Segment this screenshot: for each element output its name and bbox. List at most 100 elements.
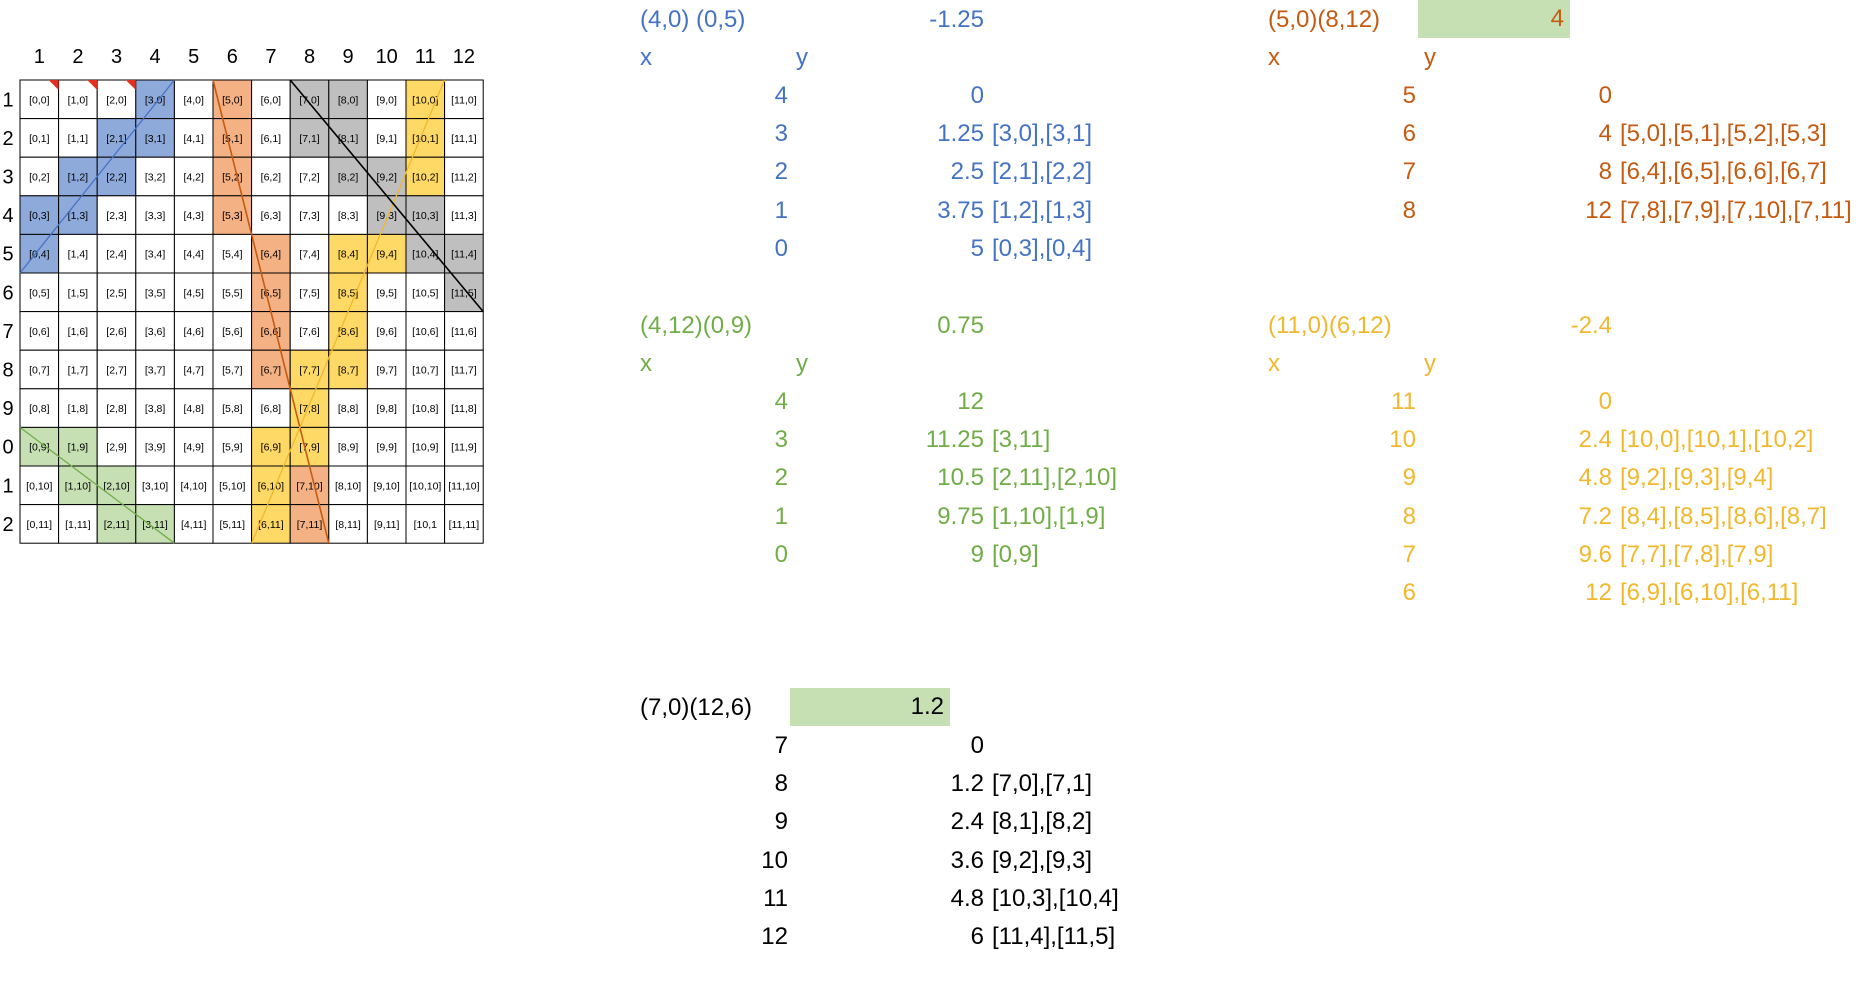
grid-cell[interactable]	[212, 311, 253, 351]
grid-cell[interactable]	[135, 349, 175, 390]
grid-cell[interactable]	[444, 388, 484, 428]
grid-cell[interactable]	[251, 118, 291, 158]
grid-cell[interactable]	[444, 311, 484, 351]
grid-cell[interactable]	[19, 349, 60, 390]
grid-cell[interactable]	[366, 118, 407, 158]
grid-cell[interactable]	[328, 233, 368, 274]
grid-cell[interactable]	[135, 233, 175, 274]
grid-cell[interactable]	[444, 233, 484, 274]
grid-cell[interactable]	[444, 272, 484, 313]
grid-cell[interactable]	[19, 465, 60, 506]
grid-cell[interactable]	[328, 504, 368, 544]
grid-cell[interactable]	[251, 504, 291, 544]
grid-cell[interactable]	[96, 233, 137, 274]
grid-cell[interactable]	[405, 504, 446, 544]
grid-cell[interactable]	[289, 118, 330, 158]
grid-cell[interactable]	[251, 79, 291, 120]
grid-cell[interactable]	[212, 349, 253, 390]
grid-cell[interactable]	[19, 233, 60, 274]
grid-cell[interactable]	[251, 311, 291, 351]
grid-cell[interactable]	[289, 504, 330, 544]
grid-cell[interactable]	[135, 118, 175, 158]
grid-cell[interactable]	[58, 272, 98, 313]
grid-cell[interactable]	[212, 233, 253, 274]
grid-cell[interactable]	[444, 349, 484, 390]
grid-cell[interactable]	[212, 118, 253, 158]
grid-cell[interactable]	[135, 156, 175, 197]
grid-cell[interactable]	[96, 349, 137, 390]
grid-cell-label: [7,0]	[299, 94, 320, 106]
grid-cell[interactable]	[19, 156, 60, 197]
grid-cell[interactable]	[58, 504, 98, 544]
grid-cell[interactable]	[173, 388, 214, 428]
grid-cell[interactable]	[212, 195, 253, 235]
grid-cell[interactable]	[173, 426, 214, 467]
grid-cell[interactable]	[212, 156, 253, 197]
comment-marker-icon[interactable]	[87, 80, 98, 90]
grid-cell[interactable]	[405, 79, 446, 120]
grid-cell[interactable]	[96, 272, 137, 313]
grid-cell[interactable]	[444, 504, 484, 544]
grid-cell[interactable]	[251, 349, 291, 390]
grid-cell[interactable]	[173, 195, 214, 235]
grid-cell[interactable]	[405, 388, 446, 428]
grid-cell[interactable]	[19, 388, 60, 428]
grid-cell[interactable]	[289, 311, 330, 351]
grid-cell[interactable]	[212, 504, 253, 544]
grid-cell[interactable]	[58, 156, 98, 197]
orange-y-label: y	[1424, 44, 1436, 71]
grid-cell[interactable]	[444, 195, 484, 235]
grid-cell[interactable]	[444, 465, 484, 506]
grid-cell[interactable]	[366, 233, 407, 274]
grid-cell[interactable]	[173, 233, 214, 274]
grid-cell[interactable]	[58, 465, 98, 506]
grid-cell[interactable]	[135, 465, 175, 506]
grid-cell[interactable]	[444, 79, 484, 120]
grid-cell[interactable]	[328, 118, 368, 158]
grid-cell[interactable]	[366, 465, 407, 506]
grid-cell[interactable]	[19, 504, 60, 544]
grid-cell[interactable]	[19, 79, 60, 120]
grid-cell[interactable]	[405, 195, 446, 235]
grid-cell[interactable]	[405, 233, 446, 274]
grid-cell[interactable]	[328, 195, 368, 235]
grid-cell[interactable]	[58, 388, 98, 428]
grid-cell[interactable]	[405, 311, 446, 351]
green-y-value: 9.75	[937, 502, 984, 530]
grid-cell[interactable]	[19, 272, 60, 313]
grid-cell[interactable]	[405, 426, 446, 467]
grid-cell[interactable]	[173, 156, 214, 197]
grid-cell[interactable]	[405, 156, 446, 197]
grid-cell[interactable]	[251, 233, 291, 274]
grid-cell[interactable]	[58, 426, 98, 467]
grid-cell[interactable]	[212, 79, 253, 120]
grid-cell[interactable]	[96, 195, 137, 235]
grid-cell[interactable]	[58, 79, 98, 120]
grid-cell[interactable]	[366, 504, 407, 544]
comment-marker-icon[interactable]	[125, 80, 136, 90]
grid-cell[interactable]	[58, 195, 98, 235]
grid-cell-label: [0,9]	[29, 442, 50, 454]
grid-cell[interactable]	[96, 388, 137, 428]
grid-cell[interactable]	[212, 272, 253, 313]
grid-cell[interactable]	[405, 465, 446, 506]
grid-cell[interactable]	[289, 79, 330, 120]
grid-cell[interactable]	[251, 195, 291, 235]
grid-cell[interactable]	[289, 233, 330, 274]
grid-cell[interactable]	[405, 272, 446, 313]
grid-cell-label: [10,4]	[412, 249, 438, 261]
grid-cell[interactable]	[135, 311, 175, 351]
grid-cell[interactable]	[251, 426, 291, 467]
grid-cell[interactable]	[96, 311, 137, 351]
grid-cell[interactable]	[328, 388, 368, 428]
grid-cell[interactable]	[135, 272, 175, 313]
comment-marker-icon[interactable]	[48, 80, 59, 90]
grid-cell-label: [6,11]	[258, 519, 284, 531]
grid-cell[interactable]	[328, 79, 368, 120]
grid-cell[interactable]	[366, 349, 407, 390]
grid-cell[interactable]	[96, 156, 137, 197]
grid-cell[interactable]	[289, 272, 330, 313]
grid-cell[interactable]	[212, 426, 253, 467]
grid-cell[interactable]	[96, 504, 137, 544]
grid-cell[interactable]	[212, 465, 253, 506]
